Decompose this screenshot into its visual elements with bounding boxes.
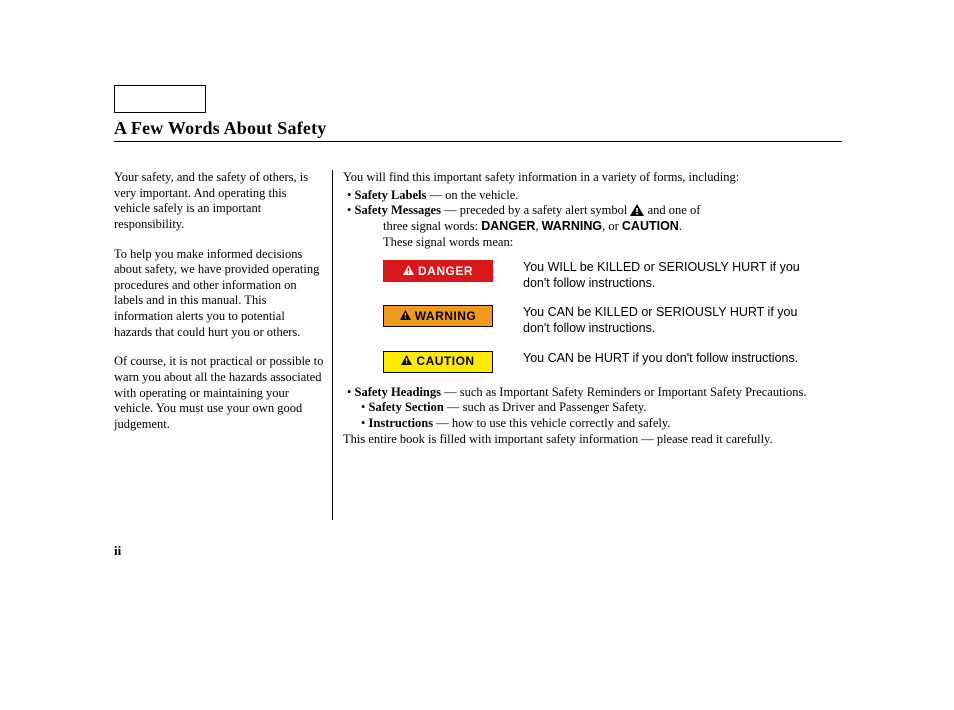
caution-text: You CAN be HURT if you don't follow inst… [523,351,798,367]
term-instructions: Instructions [369,416,434,430]
bullet-list-bottom: Safety Headings — such as Important Safe… [343,385,842,432]
warning-badge: WARNING [383,305,493,327]
left-para-1: Your safety, and the safety of others, i… [114,170,324,233]
manual-page: A Few Words About Safety Your safety, an… [0,0,954,710]
title-underline [114,141,842,142]
alert-triangle-icon [403,264,414,279]
closing-paragraph: This entire book is filled with importan… [343,432,842,448]
caution-row: CAUTION You CAN be HURT if you don't fol… [383,351,842,373]
term-safety-labels: Safety Labels [355,188,427,202]
desc-instructions: — how to use this vehicle correctly and … [436,416,670,430]
warning-badge-text: WARNING [415,309,477,324]
caution-badge: CAUTION [383,351,493,373]
right-column: You will find this important safety info… [333,170,842,520]
alert-triangle-icon [401,354,412,369]
bullet-safety-headings: Safety Headings — such as Important Safe… [357,385,842,401]
corner-tab-box [114,85,206,113]
danger-text: You WILL be KILLED or SERIOUSLY HURT if … [523,260,813,291]
warning-row: WARNING You CAN be KILLED or SERIOUSLY H… [383,305,842,336]
term-safety-section: Safety Section [369,400,444,414]
danger-badge-text: DANGER [418,264,473,279]
page-number: ii [114,543,121,559]
left-para-3: Of course, it is not practical or possib… [114,354,324,432]
three-signal-suffix: . [679,219,682,233]
danger-badge: DANGER [383,260,493,282]
word-danger: DANGER [481,219,535,233]
danger-row: DANGER You WILL be KILLED or SERIOUSLY H… [383,260,842,291]
content-columns: Your safety, and the safety of others, i… [114,170,842,520]
word-warning: WARNING [542,219,602,233]
bullet-instructions: Instructions — how to use this vehicle c… [371,416,842,432]
word-caution: CAUTION [622,219,679,233]
these-signal-words-mean: These signal words mean: [343,235,842,251]
alert-triangle-icon [400,309,411,324]
bullet-list-top: Safety Labels — on the vehicle. Safety M… [343,188,842,219]
left-para-2: To help you make informed decisions abou… [114,247,324,341]
right-intro: You will find this important safety info… [343,170,842,186]
desc-safety-headings: — such as Important Safety Reminders or … [444,385,806,399]
caution-badge-text: CAUTION [416,354,474,369]
desc-safety-section: — such as Driver and Passenger Safety. [447,400,646,414]
left-column: Your safety, and the safety of others, i… [114,170,332,520]
bullet-safety-section: Safety Section — such as Driver and Pass… [371,400,842,416]
warning-text: You CAN be KILLED or SERIOUSLY HURT if y… [523,305,813,336]
bullet-safety-messages: Safety Messages — preceded by a safety a… [357,203,842,219]
three-signal-prefix: three signal words: [383,219,478,233]
term-safety-headings: Safety Headings [355,385,441,399]
safety-alert-icon [630,204,644,216]
term-safety-messages: Safety Messages [355,203,441,217]
desc-safety-messages-after: and one of [648,203,701,217]
signal-labels-block: DANGER You WILL be KILLED or SERIOUSLY H… [383,260,842,373]
bullet-safety-labels: Safety Labels — on the vehicle. [357,188,842,204]
desc-safety-messages-before: — preceded by a safety alert symbol [444,203,627,217]
page-title: A Few Words About Safety [114,118,327,139]
three-signal-words-line: three signal words: DANGER, WARNING, or … [343,219,842,235]
desc-safety-labels: — on the vehicle. [430,188,519,202]
